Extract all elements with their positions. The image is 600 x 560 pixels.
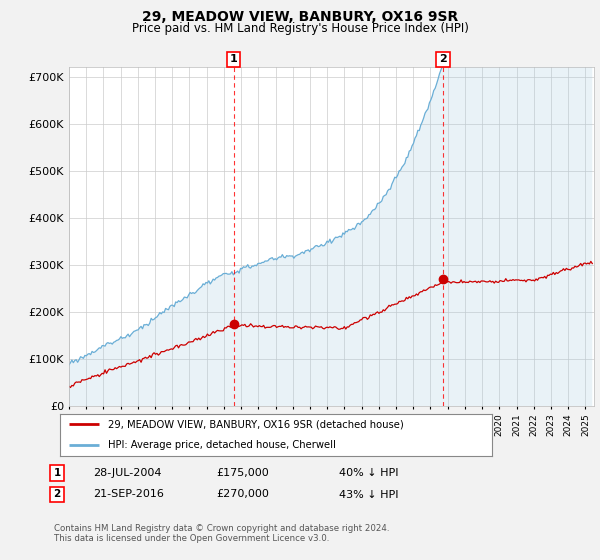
Text: 1: 1 [53,468,61,478]
Text: £270,000: £270,000 [216,489,269,500]
Text: 40% ↓ HPI: 40% ↓ HPI [339,468,398,478]
Text: 2: 2 [53,489,61,500]
Text: 1: 1 [230,54,238,64]
Text: 29, MEADOW VIEW, BANBURY, OX16 9SR: 29, MEADOW VIEW, BANBURY, OX16 9SR [142,10,458,24]
Text: 43% ↓ HPI: 43% ↓ HPI [339,489,398,500]
Text: 21-SEP-2016: 21-SEP-2016 [93,489,164,500]
Text: 2: 2 [439,54,447,64]
Text: £175,000: £175,000 [216,468,269,478]
Text: HPI: Average price, detached house, Cherwell: HPI: Average price, detached house, Cher… [107,440,335,450]
Text: Contains HM Land Registry data © Crown copyright and database right 2024.
This d: Contains HM Land Registry data © Crown c… [54,524,389,543]
Text: Price paid vs. HM Land Registry's House Price Index (HPI): Price paid vs. HM Land Registry's House … [131,22,469,35]
Text: 28-JUL-2004: 28-JUL-2004 [93,468,161,478]
Text: 29, MEADOW VIEW, BANBURY, OX16 9SR (detached house): 29, MEADOW VIEW, BANBURY, OX16 9SR (deta… [107,419,403,430]
